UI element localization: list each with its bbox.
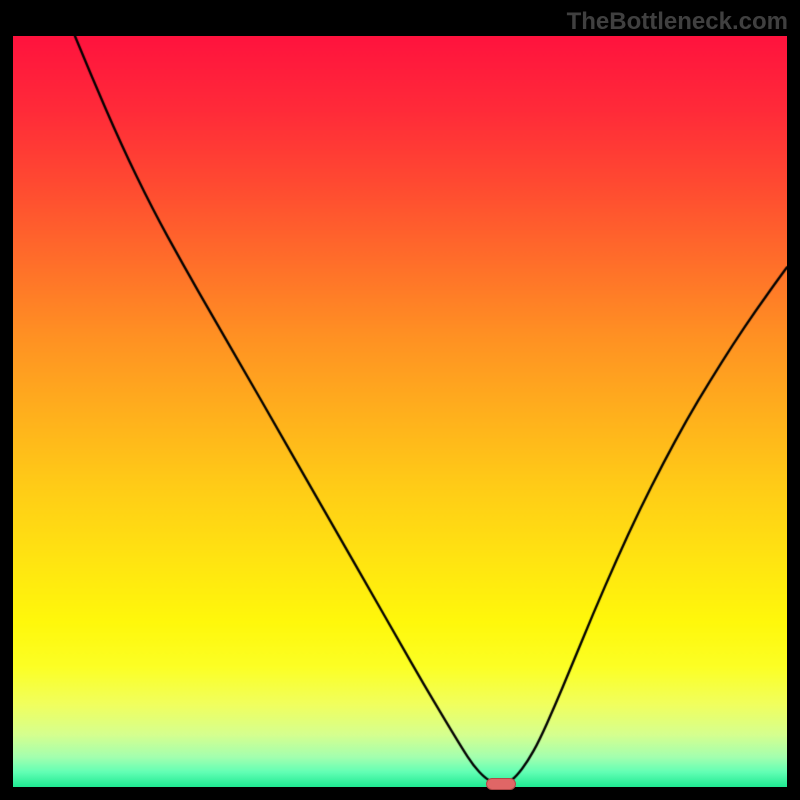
plot-area — [13, 36, 787, 787]
bottleneck-marker — [486, 778, 516, 790]
chart-root: TheBottleneck.com — [0, 0, 800, 800]
bottleneck-curve — [13, 36, 787, 787]
watermark-text: TheBottleneck.com — [567, 8, 788, 36]
